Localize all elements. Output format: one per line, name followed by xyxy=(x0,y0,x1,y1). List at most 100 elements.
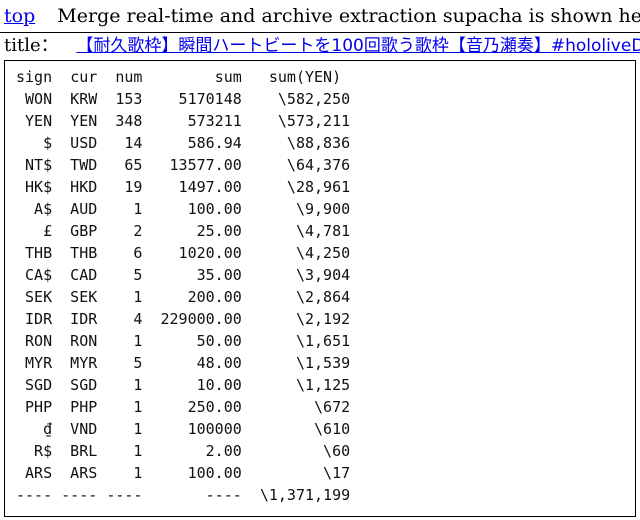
table-row-cell-1: SGD xyxy=(61,376,98,394)
table-row-cell-0: SGD xyxy=(16,376,53,394)
table-row-cell-1: RON xyxy=(61,332,98,350)
table-row-cell-2: 1 xyxy=(106,442,143,460)
table-row-cell-1: PHP xyxy=(61,398,98,416)
table-row: CA$ CAD 5 35.00 \3,904 xyxy=(16,266,350,284)
table-row-cell-1: HKD xyxy=(61,178,98,196)
table-row-cell-2: 153 xyxy=(106,90,143,108)
table-row: WON KRW 153 5170148 \582,250 xyxy=(16,90,350,108)
table-row-cell-2: 1 xyxy=(106,398,143,416)
table-row-cell-1: THB xyxy=(61,244,98,262)
table-row-cell-2: 1 xyxy=(106,332,143,350)
table-row-cell-2: 5 xyxy=(106,354,143,372)
title-label: title： xyxy=(4,35,59,56)
table-row-cell-4: \573,211 xyxy=(250,112,351,130)
table-row-cell-4: \17 xyxy=(250,464,351,482)
table-row-cell-4: \1,125 xyxy=(250,376,351,394)
table-row-cell-3: 50.00 xyxy=(151,332,242,350)
table-row: IDR IDR 4 229000.00 \2,192 xyxy=(16,310,350,328)
table-row: SGD SGD 1 10.00 \1,125 xyxy=(16,376,350,394)
table-footer-row-cell-2: ---- xyxy=(106,486,143,504)
table-row-cell-1: YEN xyxy=(61,112,98,130)
table-row-cell-2: 348 xyxy=(106,112,143,130)
table-row-cell-3: 13577.00 xyxy=(151,156,242,174)
table-row-cell-1: USD xyxy=(61,134,98,152)
table-row: £ GBP 2 25.00 \4,781 xyxy=(16,222,350,240)
table-row-cell-2: 1 xyxy=(106,376,143,394)
table-row-cell-0: ₫ xyxy=(16,420,53,438)
table-row-cell-0: THB xyxy=(16,244,53,262)
supacha-table: sign cur num sum sum(YEN) WON KRW 153 51… xyxy=(16,66,350,506)
table-row: THB THB 6 1020.00 \4,250 xyxy=(16,244,350,262)
table-row-cell-0: YEN xyxy=(16,112,53,130)
table-row-cell-1: SEK xyxy=(61,288,98,306)
table-row-cell-0: NT$ xyxy=(16,156,53,174)
table-row-cell-4: \672 xyxy=(250,398,351,416)
table-row-cell-3: 48.00 xyxy=(151,354,242,372)
table-row: A$ AUD 1 100.00 \9,900 xyxy=(16,200,350,218)
stream-title-link[interactable]: 【耐久歌枠】瞬間ハートビートを100回歌う歌枠【音乃瀬奏】#hololiveDE… xyxy=(76,36,640,56)
table-row-cell-3: 586.94 xyxy=(151,134,242,152)
table-row-cell-2: 6 xyxy=(106,244,143,262)
table-row-cell-1: KRW xyxy=(61,90,98,108)
title-bar: title： 【耐久歌枠】瞬間ハートビートを100回歌う歌枠【音乃瀬奏】#hol… xyxy=(0,32,640,60)
table-row-cell-1: TWD xyxy=(61,156,98,174)
table-row-cell-4: \610 xyxy=(250,420,351,438)
table-row: ₫ VND 1 100000 \610 xyxy=(16,420,350,438)
table-footer-row-cell-1: ---- xyxy=(61,486,98,504)
header-sign: sign xyxy=(16,68,53,86)
top-nav-bar: top Merge real-time and archive extracti… xyxy=(0,3,640,29)
table-row-cell-2: 14 xyxy=(106,134,143,152)
table-rows: WON KRW 153 5170148 \582,250 YEN YEN 348… xyxy=(16,90,350,504)
table-row-cell-4: \2,864 xyxy=(250,288,351,306)
table-row: MYR MYR 5 48.00 \1,539 xyxy=(16,354,350,372)
table-row-cell-3: 5170148 xyxy=(151,90,242,108)
table-row-cell-2: 65 xyxy=(106,156,143,174)
table-row-cell-1: VND xyxy=(61,420,98,438)
table-row-cell-4: \1,539 xyxy=(250,354,351,372)
table-row-cell-0: ARS xyxy=(16,464,53,482)
table-row-cell-3: 100.00 xyxy=(151,464,242,482)
table-row-cell-0: PHP xyxy=(16,398,53,416)
table-row: ARS ARS 1 100.00 \17 xyxy=(16,464,350,482)
table-row-cell-4: \4,781 xyxy=(250,222,351,240)
table-row-cell-0: R$ xyxy=(16,442,53,460)
table-footer-row: ---- ---- ---- ---- \1,371,199 xyxy=(16,486,350,504)
top-link[interactable]: top xyxy=(4,5,36,27)
table-row-cell-0: IDR xyxy=(16,310,53,328)
table-row-cell-1: CAD xyxy=(61,266,98,284)
header-num: num xyxy=(115,68,143,86)
table-row: RON RON 1 50.00 \1,651 xyxy=(16,332,350,350)
table-row-cell-3: 2.00 xyxy=(151,442,242,460)
header-cur: cur xyxy=(70,68,98,86)
table-row-cell-1: BRL xyxy=(61,442,98,460)
table-row: SEK SEK 1 200.00 \2,864 xyxy=(16,288,350,306)
table-row-cell-3: 100000 xyxy=(151,420,242,438)
table-row: NT$ TWD 65 13577.00 \64,376 xyxy=(16,156,350,174)
table-row-cell-0: £ xyxy=(16,222,53,240)
header-sum-yen: sum(YEN) xyxy=(268,68,342,86)
table-row-cell-3: 200.00 xyxy=(151,288,242,306)
table-row-cell-2: 4 xyxy=(106,310,143,328)
table-row-cell-0: HK$ xyxy=(16,178,53,196)
info-message: Merge real-time and archive extraction s… xyxy=(57,5,640,27)
table-row: $ USD 14 586.94 \88,836 xyxy=(16,134,350,152)
table-row-cell-2: 19 xyxy=(106,178,143,196)
table-row: YEN YEN 348 573211 \573,211 xyxy=(16,112,350,130)
table-row-cell-2: 1 xyxy=(106,464,143,482)
table-row-cell-3: 10.00 xyxy=(151,376,242,394)
table-row-cell-3: 573211 xyxy=(151,112,242,130)
table-footer-row-cell-4: \1,371,199 xyxy=(250,486,351,504)
table-row-cell-4: \64,376 xyxy=(250,156,351,174)
table-row-cell-2: 1 xyxy=(106,200,143,218)
table-row: HK$ HKD 19 1497.00 \28,961 xyxy=(16,178,350,196)
table-row-cell-4: \1,651 xyxy=(250,332,351,350)
table-row-cell-0: MYR xyxy=(16,354,53,372)
table-footer-row-cell-3: ---- xyxy=(151,486,242,504)
table-row-cell-0: $ xyxy=(16,134,53,152)
table-row-cell-1: ARS xyxy=(61,464,98,482)
table-row-cell-0: CA$ xyxy=(16,266,53,284)
table-row-cell-3: 1020.00 xyxy=(151,244,242,262)
table-row-cell-3: 229000.00 xyxy=(151,310,242,328)
table-row-cell-3: 250.00 xyxy=(151,398,242,416)
table-row-cell-0: A$ xyxy=(16,200,53,218)
